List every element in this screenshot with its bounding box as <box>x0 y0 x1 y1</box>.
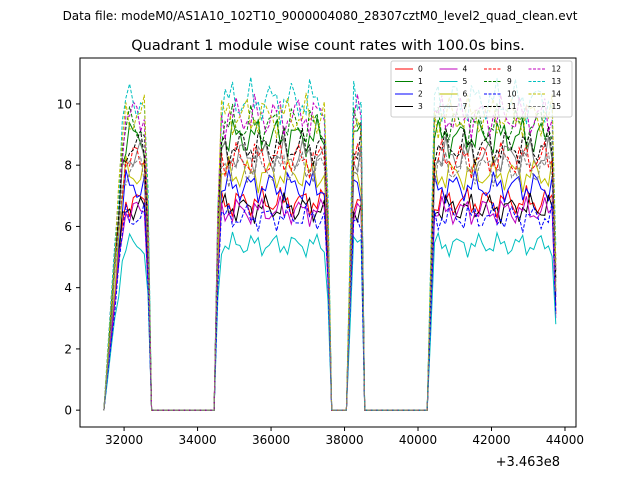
legend-label-14: 14 <box>552 90 562 99</box>
legend-label-7: 7 <box>463 102 468 111</box>
legend-label-2: 2 <box>418 90 423 99</box>
legend-label-13: 13 <box>552 77 562 86</box>
legend-label-0: 0 <box>418 65 423 74</box>
series-line-15 <box>103 149 557 411</box>
y-axis: 0 2 4 6 8 10 <box>57 97 80 418</box>
legend-label-15: 15 <box>552 102 562 111</box>
legend-label-5: 5 <box>463 77 468 86</box>
x-tick-label: 32000 <box>105 433 143 447</box>
y-tick-label: 4 <box>64 281 72 295</box>
plot-lines <box>103 77 557 411</box>
x-tick-label: 36000 <box>252 433 290 447</box>
legend-label-1: 1 <box>418 77 423 86</box>
y-tick-label: 2 <box>64 342 72 356</box>
legend-label-10: 10 <box>507 90 517 99</box>
series-line-13 <box>103 77 557 411</box>
y-tick-label: 10 <box>57 97 72 111</box>
chart-title: Quadrant 1 module wise count rates with … <box>131 38 525 54</box>
y-tick-label: 0 <box>64 404 72 418</box>
legend-label-3: 3 <box>418 102 423 111</box>
legend-label-8: 8 <box>507 65 512 74</box>
plot-frame <box>79 57 577 428</box>
x-tick-label: 44000 <box>546 433 584 447</box>
data-file-label: Data file: modeM0/AS1A10_102T10_90000040… <box>63 9 578 23</box>
x-tick-label: 42000 <box>472 433 510 447</box>
legend-label-11: 11 <box>507 102 517 111</box>
legend-label-9: 9 <box>507 77 512 86</box>
y-tick-label: 8 <box>64 159 72 173</box>
x-tick-label: 34000 <box>178 433 216 447</box>
x-axis: 32000 34000 36000 38000 40000 42000 44000 <box>105 427 584 447</box>
x-tick-label: 40000 <box>399 433 437 447</box>
legend-label-6: 6 <box>463 90 468 99</box>
y-tick-label: 6 <box>64 220 72 234</box>
x-tick-label: 38000 <box>325 433 363 447</box>
legend-label-4: 4 <box>463 65 468 74</box>
legend-box <box>390 60 573 118</box>
x-offset-label: +3.463e8 <box>496 455 560 470</box>
legend-label-12: 12 <box>552 65 562 74</box>
